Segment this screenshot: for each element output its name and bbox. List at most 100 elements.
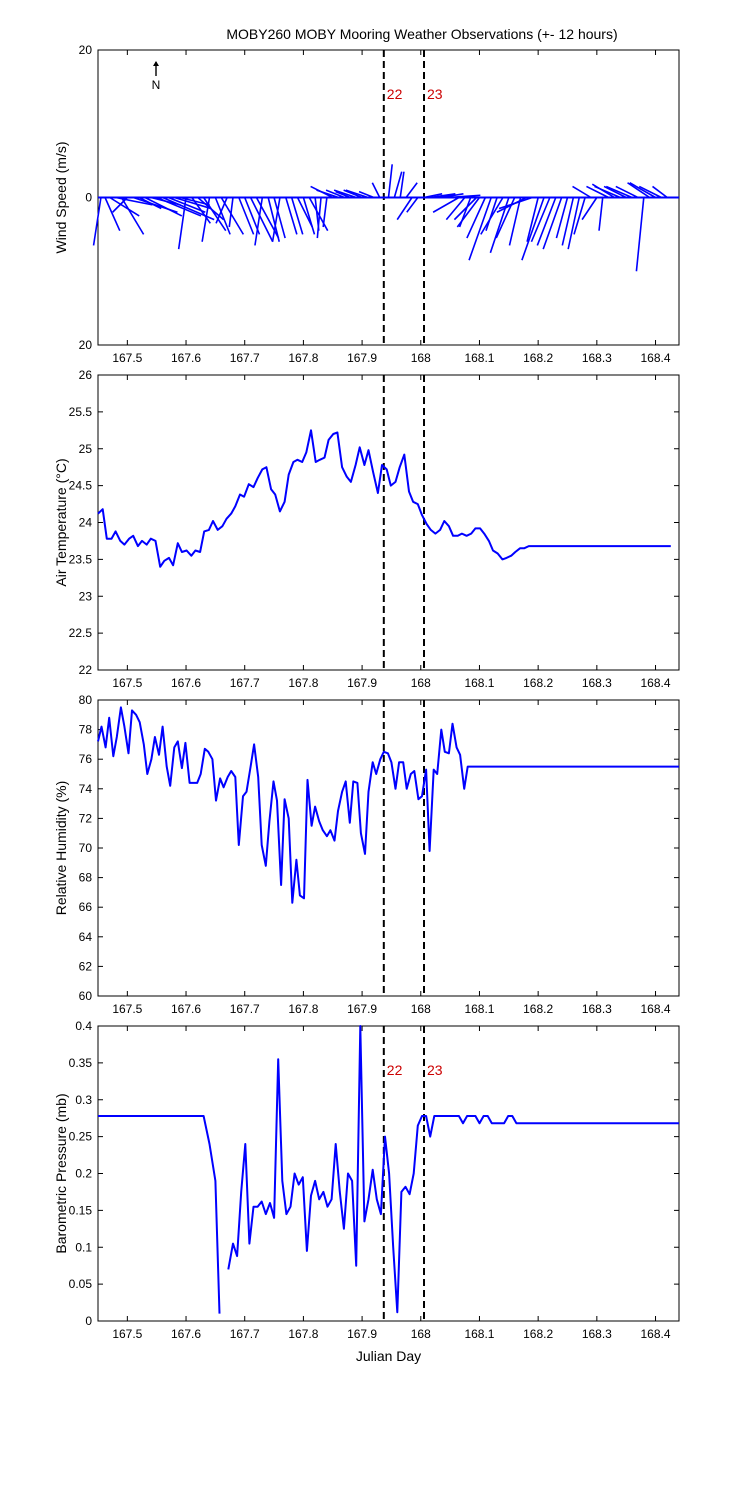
wind-vector xyxy=(561,197,575,246)
wind-vector xyxy=(308,197,329,232)
y-tick-label: 0.4 xyxy=(75,1019,92,1033)
y-tick-label: 64 xyxy=(79,930,93,944)
x-tick-label: 168.4 xyxy=(641,1002,671,1016)
wind-vector xyxy=(322,197,328,228)
wind-vector xyxy=(168,196,206,213)
y-axis-label: Relative Humidity (%) xyxy=(53,781,69,916)
wind-vector xyxy=(594,185,621,199)
wind-vector xyxy=(316,189,339,199)
y-tick-label: 62 xyxy=(79,959,93,973)
wind-vector xyxy=(249,197,274,243)
wind-vector xyxy=(567,197,581,250)
series-line-1 xyxy=(97,429,671,568)
series-line-1 xyxy=(98,1115,221,1314)
x-tick-label: 167.8 xyxy=(288,351,318,365)
wind-vector xyxy=(615,185,639,199)
wind-vector xyxy=(635,197,645,272)
wind-vector xyxy=(296,197,314,228)
wind-vector xyxy=(508,197,522,246)
wind-vector xyxy=(447,194,481,199)
wind-vector xyxy=(238,197,255,235)
wind-vector xyxy=(92,197,102,246)
x-tick-label: 168.1 xyxy=(464,351,494,365)
x-tick-label: 167.8 xyxy=(288,1327,318,1341)
wind-vector xyxy=(358,190,375,199)
wind-vector xyxy=(530,197,551,243)
wind-vector xyxy=(542,197,563,250)
x-tick-label: 167.7 xyxy=(230,1327,260,1341)
x-tick-label: 168.1 xyxy=(464,676,494,690)
wind-vector xyxy=(603,185,627,199)
wind-vector xyxy=(104,197,121,232)
wind-vector xyxy=(581,197,598,221)
x-tick-label: 168 xyxy=(411,351,431,365)
y-tick-label: 23.5 xyxy=(69,552,93,566)
wind-vector xyxy=(605,185,633,199)
y-tick-label: 76 xyxy=(79,752,93,766)
x-tick-label: 168.1 xyxy=(464,1327,494,1341)
wind-vector xyxy=(174,196,212,210)
y-tick-label: 0.1 xyxy=(75,1240,92,1254)
wind-vector xyxy=(156,196,202,217)
wind-vector xyxy=(345,189,369,199)
y-tick-label: 0.2 xyxy=(75,1167,92,1181)
wind-vector xyxy=(429,193,456,199)
x-tick-label: 167.5 xyxy=(112,1002,142,1016)
x-tick-label: 167.5 xyxy=(112,351,142,365)
y-tick-label: 0.15 xyxy=(69,1203,93,1217)
series-line-1 xyxy=(97,706,679,904)
y-tick-label: 20 xyxy=(79,338,93,352)
wind-vector xyxy=(177,197,187,250)
wind-vector xyxy=(498,196,533,210)
wind-vector xyxy=(138,196,162,210)
y-tick-label: 26 xyxy=(79,368,93,382)
wind-vector xyxy=(371,182,381,198)
y-tick-label: 23 xyxy=(79,589,93,603)
wind-vector xyxy=(343,189,363,199)
x-tick-label: 167.9 xyxy=(347,676,377,690)
x-tick-label: 168.2 xyxy=(523,676,553,690)
wind-vector xyxy=(267,197,281,242)
x-tick-label: 167.6 xyxy=(171,1327,201,1341)
wind-vector xyxy=(120,197,145,235)
marker-label: 23 xyxy=(427,86,443,102)
x-axis-label: Julian Day xyxy=(356,1348,421,1364)
y-tick-label: 70 xyxy=(79,841,93,855)
x-tick-label: 168.3 xyxy=(582,1327,612,1341)
figure-title: MOBY260 MOBY Mooring Weather Observation… xyxy=(226,26,617,42)
wind-vector xyxy=(586,185,609,199)
y-tick-label: 0.35 xyxy=(69,1056,93,1070)
plot-frame xyxy=(97,374,680,671)
x-tick-label: 167.7 xyxy=(230,351,260,365)
wind-vector xyxy=(466,197,487,239)
panel-4: 167.5 167.6 167.7 167.8 167.9 168 168.1 168.2 16… xyxy=(53,1019,680,1364)
x-tick-label: 168 xyxy=(411,1002,431,1016)
marker-label: 22 xyxy=(387,86,403,102)
x-tick-label: 167.7 xyxy=(230,1002,260,1016)
x-tick-label: 167.5 xyxy=(112,676,142,690)
wind-vector xyxy=(536,197,557,246)
y-tick-label: 78 xyxy=(79,723,93,737)
wind-vector xyxy=(432,196,460,213)
y-tick-label: 25.5 xyxy=(69,405,93,419)
x-tick-label: 168.3 xyxy=(582,351,612,365)
y-tick-label: 0.05 xyxy=(69,1277,93,1291)
wind-vector xyxy=(335,190,351,199)
y-tick-label: 22 xyxy=(79,663,93,677)
y-tick-label: 72 xyxy=(79,811,93,825)
north-arrow-icon xyxy=(153,61,159,66)
wind-vector xyxy=(521,197,545,261)
wind-vector xyxy=(456,197,481,228)
y-tick-label: 0.25 xyxy=(69,1130,93,1144)
y-tick-label: 74 xyxy=(79,782,93,796)
y-tick-label: 25 xyxy=(79,442,93,456)
x-tick-label: 167.6 xyxy=(171,676,201,690)
y-axis-label: Air Temperature (°C) xyxy=(53,458,69,586)
wind-vector xyxy=(573,197,586,235)
x-tick-label: 167.6 xyxy=(171,351,201,365)
wind-vector xyxy=(202,197,227,232)
y-tick-label: 66 xyxy=(79,900,93,914)
wind-vector xyxy=(526,197,539,242)
wind-vector xyxy=(399,171,405,198)
